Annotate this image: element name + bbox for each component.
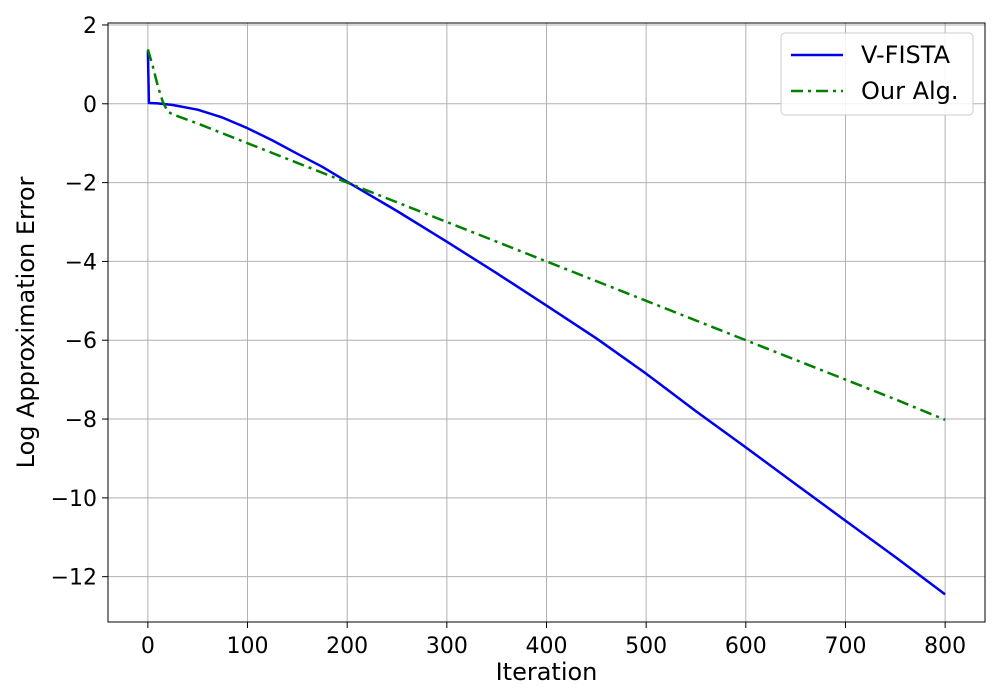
x-tick-label: 0 [141,634,155,659]
y-tick-label: −8 [65,408,97,433]
series-line-v-fista [146,50,946,596]
series-line-our-alg [146,49,946,421]
x-tick-label: 600 [725,634,767,659]
x-tick-label: 500 [625,634,667,659]
x-tick-label: 300 [426,634,468,659]
grid-lines [108,23,985,622]
y-tick-label: −12 [51,566,97,591]
x-tick-label: 100 [227,634,269,659]
x-tick-label: 800 [924,634,966,659]
legend-label-our-alg: Our Alg. [861,77,959,105]
y-tick-label: −10 [51,487,97,512]
legend-label-v-fista: V-FISTA [861,41,951,69]
y-tick-label: −4 [65,250,97,275]
axis-ticks: 0 100 200 300 400 500 600 700 800 2 0 −2 −4 −6 −8 −10 −1… [51,14,967,659]
x-axis-label: Iteration [496,658,598,686]
x-tick-label: 400 [526,634,568,659]
y-tick-label: 2 [83,14,97,39]
x-tick-label: 200 [326,634,368,659]
y-tick-label: 0 [83,93,97,118]
legend: V-FISTA Our Alg. [780,32,974,116]
y-tick-label: −6 [65,329,97,354]
x-tick-label: 700 [824,634,866,659]
series-layer [146,49,946,596]
y-axis-label: Log Approximation Error [12,177,40,469]
y-tick-label: −2 [65,172,97,197]
legend-box [780,32,974,116]
